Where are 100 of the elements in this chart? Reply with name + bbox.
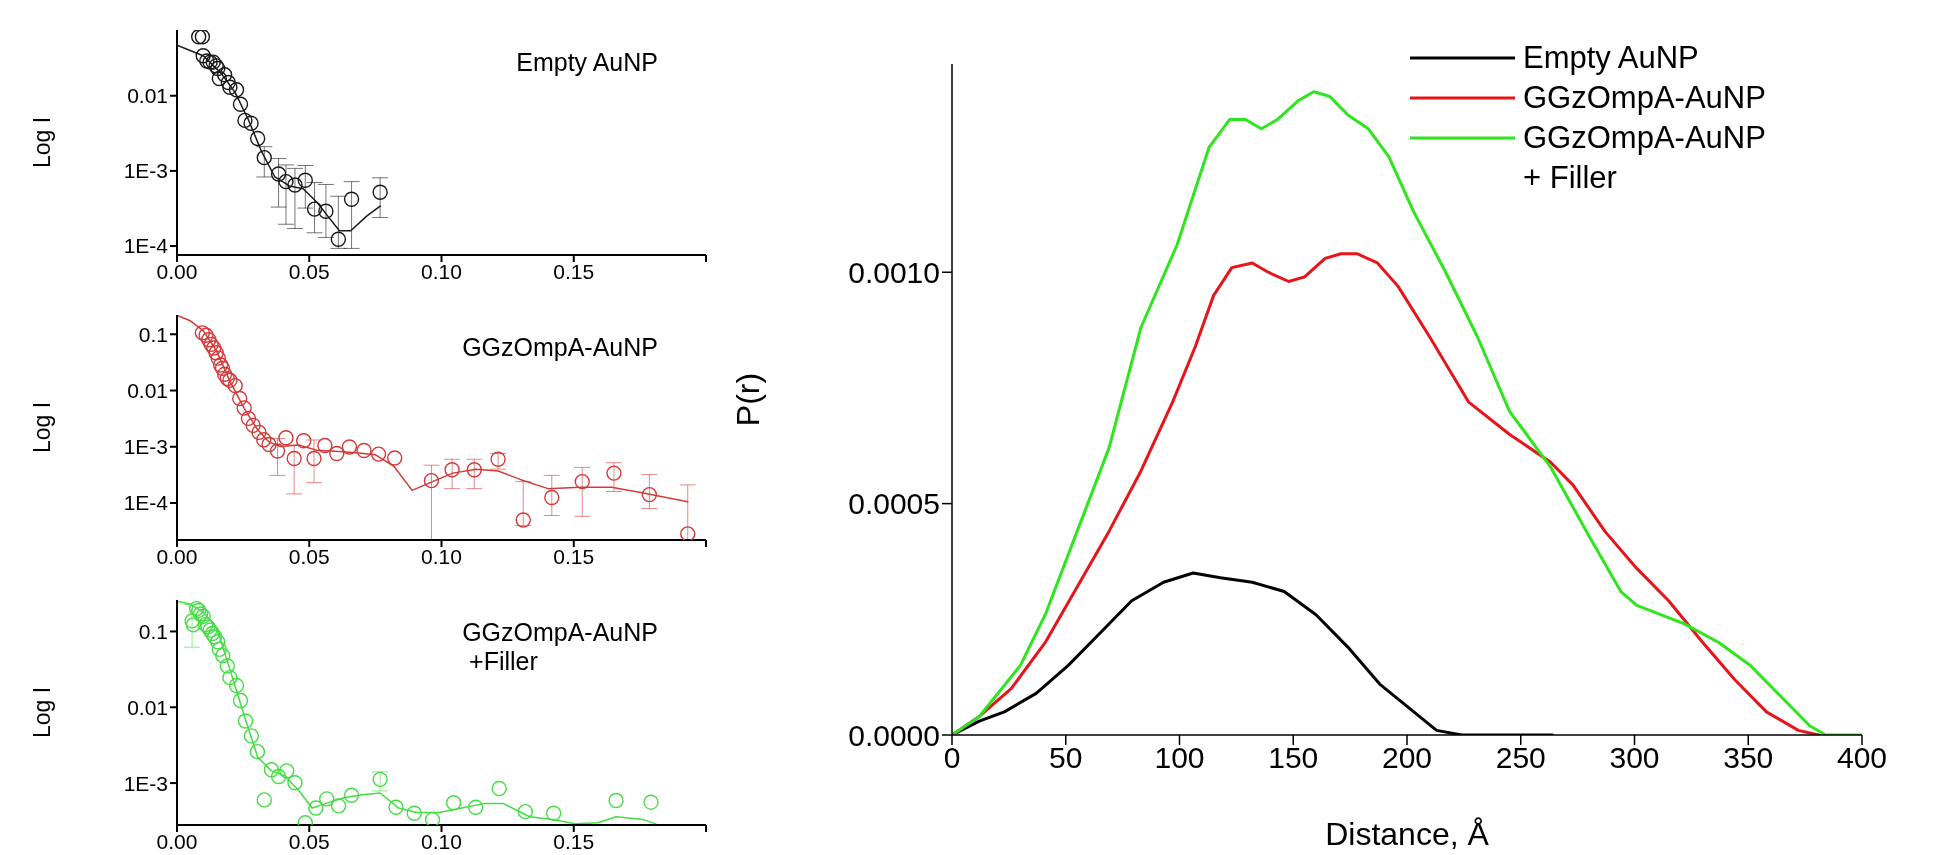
point bbox=[211, 641, 228, 658]
y-tick-label: 0.01 bbox=[127, 84, 168, 108]
x-tick-label: 100 bbox=[1154, 741, 1205, 775]
point bbox=[249, 743, 266, 760]
point bbox=[423, 472, 440, 489]
x-tick-label: 300 bbox=[1609, 741, 1660, 775]
point bbox=[491, 780, 507, 797]
point bbox=[296, 433, 312, 449]
y-tick-label: 1E-4 bbox=[123, 234, 169, 258]
x-tick-label: 50 bbox=[1049, 741, 1083, 775]
point bbox=[190, 30, 207, 45]
point bbox=[194, 325, 211, 341]
y-tick-label: 0.0005 bbox=[848, 487, 940, 521]
point bbox=[680, 526, 696, 540]
y-tick-label: 1E-3 bbox=[123, 159, 168, 183]
point bbox=[228, 677, 245, 694]
point bbox=[278, 173, 294, 190]
point bbox=[243, 728, 260, 744]
y-tick-label: 0.1 bbox=[138, 619, 168, 643]
point bbox=[270, 768, 287, 785]
point bbox=[211, 70, 228, 87]
point bbox=[608, 792, 624, 809]
y-tick-label: 0.1 bbox=[138, 322, 168, 346]
point bbox=[386, 450, 403, 466]
point bbox=[240, 410, 257, 427]
x-tick-label: 150 bbox=[1268, 741, 1319, 775]
point bbox=[227, 377, 243, 394]
point bbox=[198, 327, 214, 343]
x-tick-label: 0.00 bbox=[156, 544, 198, 568]
point bbox=[216, 67, 233, 83]
x-tick-label: 0.10 bbox=[421, 829, 462, 853]
annotation: GGzOmpA-AuNP +Filler bbox=[462, 618, 658, 676]
legend-label: GGzOmpA-AuNP + Filler bbox=[1523, 119, 1766, 197]
point bbox=[219, 658, 235, 674]
point bbox=[256, 149, 272, 166]
x-tick-label: 400 bbox=[1836, 741, 1888, 775]
point bbox=[466, 462, 482, 478]
x-tick-label: 0.15 bbox=[553, 829, 595, 853]
point bbox=[388, 799, 404, 815]
point bbox=[444, 462, 460, 478]
point bbox=[297, 172, 313, 188]
point bbox=[236, 400, 252, 416]
x-tick-label: 250 bbox=[1495, 741, 1546, 775]
point bbox=[206, 629, 223, 645]
point bbox=[517, 803, 534, 820]
y-axis-title: Log I bbox=[29, 686, 56, 739]
y-tick-label: 1E-4 bbox=[123, 491, 169, 515]
point bbox=[643, 794, 659, 810]
point bbox=[343, 191, 360, 207]
annotation: GGzOmpA-AuNP bbox=[462, 333, 658, 362]
point bbox=[222, 669, 238, 686]
point bbox=[256, 792, 272, 808]
point bbox=[204, 625, 221, 642]
point bbox=[286, 450, 302, 467]
point bbox=[210, 350, 226, 366]
x-tick-label: 0.05 bbox=[288, 544, 330, 568]
point bbox=[279, 763, 295, 779]
point bbox=[467, 799, 484, 815]
line-series bbox=[177, 600, 657, 825]
point bbox=[269, 443, 286, 459]
y-tick-label: 1E-3 bbox=[123, 435, 168, 459]
y-tick-label: 0.0000 bbox=[848, 718, 940, 752]
point bbox=[237, 713, 254, 729]
point bbox=[201, 332, 217, 348]
point bbox=[228, 82, 245, 98]
point bbox=[319, 791, 335, 807]
legend-label: Empty AuNP bbox=[1523, 39, 1699, 77]
point bbox=[287, 177, 303, 193]
x-tick-label: 0.10 bbox=[421, 544, 462, 568]
point bbox=[243, 115, 259, 131]
point bbox=[574, 473, 590, 490]
y-axis-title: P(r) bbox=[730, 372, 767, 427]
point bbox=[356, 442, 372, 459]
point bbox=[370, 446, 387, 462]
point bbox=[232, 692, 249, 709]
point bbox=[308, 800, 324, 816]
point bbox=[206, 340, 222, 356]
x-tick-label: 0.00 bbox=[156, 829, 198, 853]
point bbox=[406, 805, 422, 821]
point bbox=[220, 74, 237, 91]
point bbox=[215, 647, 231, 664]
point bbox=[203, 336, 219, 353]
point bbox=[222, 79, 238, 95]
x-tick-label: 350 bbox=[1723, 741, 1774, 775]
annotation: Empty AuNP bbox=[516, 48, 658, 77]
x-tick-label: 0.10 bbox=[421, 259, 462, 283]
x-axis-title: Distance, Å bbox=[1325, 816, 1490, 852]
point bbox=[445, 795, 462, 811]
point bbox=[184, 613, 200, 629]
point bbox=[270, 166, 287, 182]
y-tick-label: 0.01 bbox=[127, 378, 168, 402]
point bbox=[606, 465, 622, 481]
point bbox=[317, 437, 333, 454]
x-tick-label: 0.15 bbox=[553, 259, 595, 283]
point bbox=[544, 489, 560, 506]
x-tick-label: 0.05 bbox=[288, 259, 330, 283]
point bbox=[306, 201, 323, 217]
y-tick-label: 1E-3 bbox=[123, 771, 168, 795]
x-tick-label: 0.05 bbox=[288, 829, 330, 853]
point bbox=[237, 112, 253, 129]
